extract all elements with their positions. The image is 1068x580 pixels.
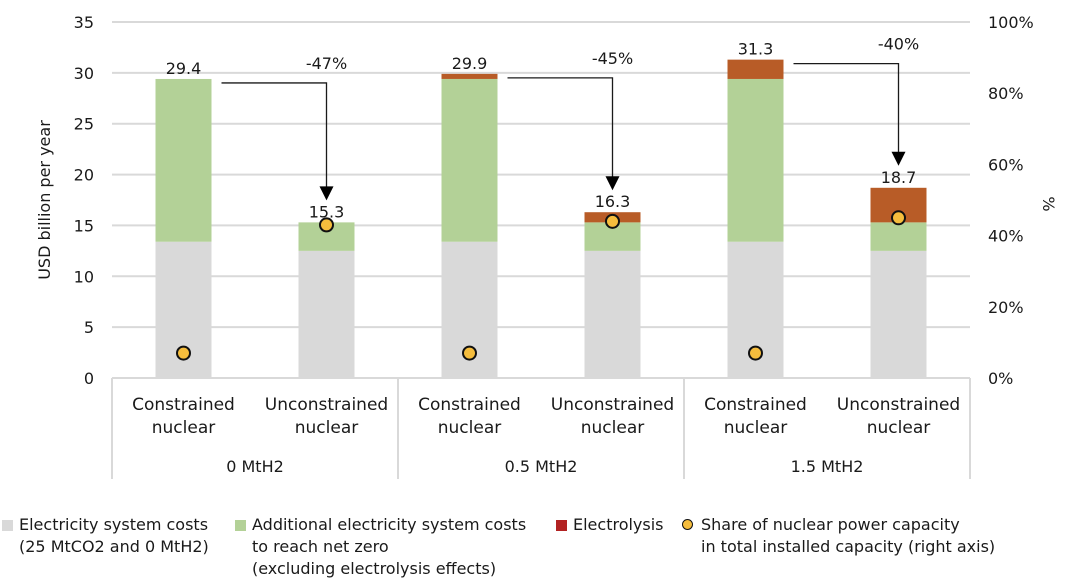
- bar-segment-electrolysis: [727, 59, 784, 79]
- y2-tick-label: 60%: [988, 155, 1024, 174]
- nuclear-share-dot: [319, 217, 334, 233]
- y2-tick-label: 80%: [988, 84, 1024, 103]
- nuclear-share-dot: [605, 213, 620, 229]
- change-arrow-head: [605, 176, 620, 191]
- y-tick-label: 15: [74, 216, 94, 235]
- legend-label: Electrolysis: [573, 515, 664, 534]
- bar-total-label: 29.9: [452, 54, 488, 73]
- category-label: nuclear: [152, 418, 215, 438]
- bar-segment-additional-costs: [155, 78, 212, 242]
- category-label: nuclear: [581, 418, 644, 438]
- chart: 0 5 10 15 20 25 30 35 0% 20% 40% 60% 80% 100% USD bill…: [35, 13, 1058, 479]
- change-percent-label: -47%: [306, 54, 347, 73]
- legend-marker-dot: [682, 519, 693, 530]
- bar-total-label: 15.3: [309, 202, 345, 221]
- bar-segment-additional-costs: [441, 78, 498, 242]
- category-label: nuclear: [438, 418, 501, 438]
- bar-segment-additional-costs: [727, 78, 784, 242]
- legend-item-electrolysis: Electrolysis: [556, 514, 664, 536]
- y2-tick-label: 100%: [988, 13, 1034, 32]
- y-tick-label: 0: [84, 369, 94, 388]
- y-tick-label: 10: [74, 267, 94, 286]
- legend-label: Additional electricity system costs to r…: [252, 515, 527, 578]
- legend-label: Share of nuclear power capacity in total…: [701, 515, 996, 556]
- change-percent-label: -45%: [592, 49, 633, 68]
- y2-tick-label: 20%: [988, 298, 1024, 317]
- legend-swatch-gray: [2, 520, 13, 531]
- change-arrow-line: [221, 82, 328, 189]
- nuclear-share-dot: [891, 210, 906, 226]
- bar-segment-additional-costs: [870, 222, 927, 251]
- group-label: 1.5 MtH2: [791, 457, 864, 476]
- category-label: nuclear: [867, 418, 930, 438]
- y2-tick-label: 0%: [988, 369, 1013, 388]
- legend-label: Electricity system costs (25 MtCO2 and 0…: [19, 515, 209, 556]
- nuclear-share-dot: [462, 345, 477, 361]
- category-label: Unconstrained: [837, 395, 960, 415]
- category-label: Unconstrained: [265, 395, 388, 415]
- legend-item-nuclear-share: Share of nuclear power capacity in total…: [682, 514, 995, 558]
- change-arrow-head: [891, 151, 906, 166]
- legend-swatch-green: [235, 520, 246, 531]
- bar-total-label: 16.3: [595, 192, 631, 211]
- y-tick-label: 35: [74, 13, 94, 32]
- bar-total-label: 29.4: [166, 59, 202, 78]
- y-tick-label: 30: [74, 64, 94, 83]
- bar-segment-base-costs: [298, 250, 355, 378]
- bar-segment-base-costs: [870, 250, 927, 378]
- bar-segment-electrolysis: [441, 73, 498, 79]
- category-label: nuclear: [295, 418, 358, 438]
- y-tick-label: 25: [74, 115, 94, 134]
- change-arrow-line: [793, 62, 900, 154]
- y-tick-label: 5: [84, 318, 94, 337]
- group-label: 0 MtH2: [226, 457, 284, 476]
- bar-segment-base-costs: [584, 250, 641, 378]
- category-label: Unconstrained: [551, 395, 674, 415]
- category-label: Constrained: [704, 395, 807, 415]
- category-label: Constrained: [132, 395, 235, 415]
- category-label: nuclear: [724, 418, 787, 438]
- group-label: 0.5 MtH2: [505, 457, 578, 476]
- change-arrow-head: [319, 186, 334, 201]
- y-tick-label: 20: [74, 166, 94, 185]
- legend-swatch-red: [556, 520, 567, 531]
- bar-total-label: 18.7: [881, 168, 917, 187]
- y2-tick-label: 40%: [988, 227, 1024, 246]
- category-label: Constrained: [418, 395, 521, 415]
- legend-item-additional-costs: Additional electricity system costs to r…: [235, 514, 526, 580]
- bar-total-label: 31.3: [738, 40, 774, 59]
- nuclear-share-dot: [748, 345, 763, 361]
- y2-axis-title: %: [1039, 196, 1058, 211]
- legend-item-electricity-system-costs: Electricity system costs (25 MtCO2 and 0…: [2, 514, 209, 558]
- legend: Electricity system costs (25 MtCO2 and 0…: [0, 514, 1068, 580]
- y-axis-title: USD billion per year: [35, 120, 54, 280]
- change-arrow-line: [507, 77, 614, 179]
- change-percent-label: -40%: [878, 35, 919, 54]
- nuclear-share-dot: [176, 345, 191, 361]
